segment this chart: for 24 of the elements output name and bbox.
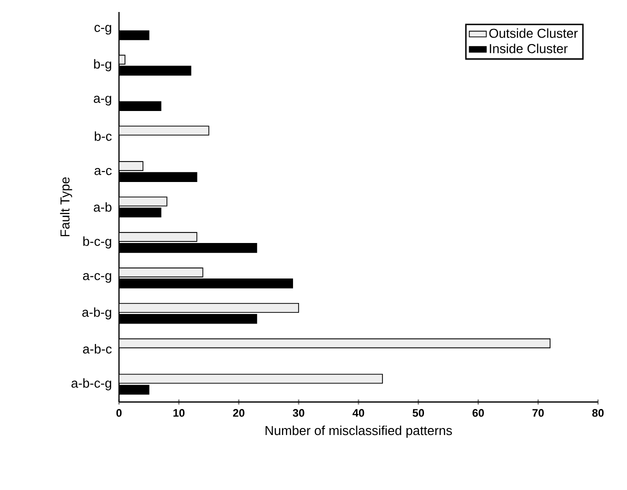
y-tick-label: c-g [94, 24, 112, 35]
y-tick-label: a-b [94, 202, 112, 212]
legend-label: Inside Cluster [490, 44, 568, 54]
y-tick-label: a-b-g [82, 307, 112, 320]
x-tick-label: 0 [116, 409, 122, 417]
x-tick-label: 30 [292, 409, 304, 417]
y-tick-label: a-b-c-g [72, 378, 112, 390]
x-tick-label: 40 [352, 409, 364, 417]
x-tick-label: 80 [592, 409, 604, 417]
x-axis-title: Number of misclassified patterns [266, 426, 452, 438]
x-tick-label: 50 [412, 409, 424, 417]
y-tick-label: a-g [94, 96, 112, 106]
y-tick-label: a-c [94, 168, 112, 176]
x-tick-label: 60 [472, 409, 484, 417]
y-tick-label: b-g [94, 59, 112, 72]
y-tick-label: b-c [94, 131, 112, 141]
y-tick-label: a-b-c [83, 344, 112, 354]
legend-label: Outside Cluster [489, 28, 578, 38]
y-tick-label: a-c-g [83, 273, 112, 283]
y-tick-label: b-c-g [83, 236, 112, 248]
x-tick-label: 20 [233, 409, 244, 417]
x-tick-label: 70 [532, 409, 544, 417]
x-tick-label: 10 [173, 409, 185, 417]
y-axis-title: Fault Type [60, 177, 72, 236]
